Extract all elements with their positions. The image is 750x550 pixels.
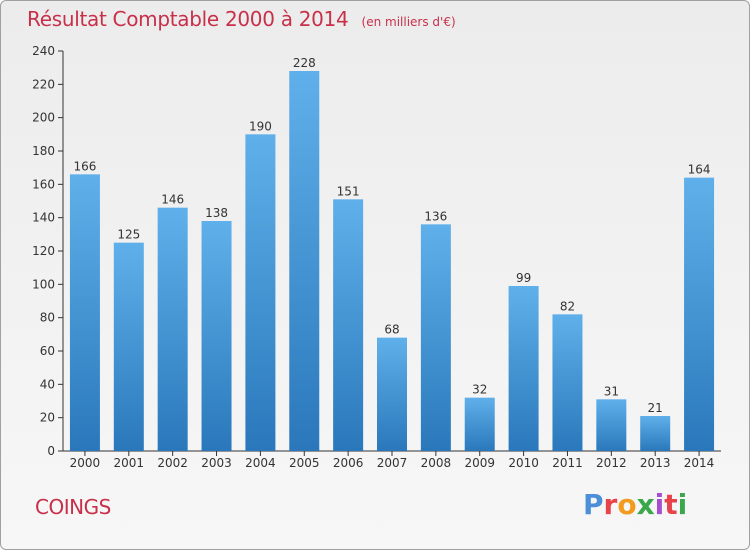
bar <box>69 174 100 452</box>
bar <box>333 199 364 451</box>
y-tick-label: 220 <box>32 77 55 91</box>
bar <box>464 397 495 451</box>
y-tick-label: 100 <box>32 277 55 291</box>
bars <box>69 71 715 452</box>
bar <box>552 314 583 451</box>
labels: 2000 166 2001 125 2002 146 2003 138 2004 190 2005 2… <box>70 56 715 470</box>
data-label: 190 <box>249 119 272 133</box>
y-tick-label: 0 <box>47 444 55 458</box>
y-tick-label: 20 <box>40 411 55 425</box>
commune-name: COINGS <box>35 495 111 519</box>
y-tick-label: 200 <box>32 111 55 125</box>
x-tick-label: 2002 <box>157 456 188 470</box>
logo-letter: r <box>603 488 618 521</box>
data-label: 32 <box>472 383 487 397</box>
data-label: 82 <box>560 299 575 313</box>
x-tick-label: 2014 <box>684 456 715 470</box>
y-tick-label: 120 <box>32 244 55 258</box>
bar <box>113 242 144 451</box>
bar <box>157 207 188 451</box>
data-label: 228 <box>293 56 316 70</box>
x-tick-label: 2005 <box>289 456 320 470</box>
y-tick-label: 240 <box>32 44 55 58</box>
bar <box>245 134 276 452</box>
bar <box>508 286 539 451</box>
axes: 0 20 40 60 80 100 120 140 160 180 200 220 240 <box>32 44 721 458</box>
logo-letter: t <box>664 488 678 521</box>
chart-unit: (en milliers d'€) <box>361 15 456 29</box>
y-tick-label: 80 <box>40 311 55 325</box>
y-tick-label: 180 <box>32 144 55 158</box>
data-label: 151 <box>337 184 360 198</box>
x-tick-label: 2011 <box>552 456 583 470</box>
x-tick-label: 2013 <box>640 456 671 470</box>
y-tick-label: 40 <box>40 377 55 391</box>
logo-letter: i <box>677 488 688 521</box>
data-label: 146 <box>161 193 184 207</box>
y-tick-label: 160 <box>32 177 55 191</box>
x-tick-label: 2010 <box>508 456 539 470</box>
y-tick-label: 140 <box>32 211 55 225</box>
x-tick-label: 2000 <box>70 456 101 470</box>
data-label: 125 <box>117 228 140 242</box>
logo-letter: o <box>617 488 637 521</box>
title-row: Résultat Comptable 2000 à 2014 (en milli… <box>27 7 456 31</box>
data-label: 68 <box>384 323 399 337</box>
y-tick-label: 60 <box>40 344 55 358</box>
bar <box>289 71 320 451</box>
bar <box>420 224 451 451</box>
bar <box>596 399 627 451</box>
x-tick-label: 2003 <box>201 456 232 470</box>
logo-letter: P <box>583 488 604 521</box>
x-tick-label: 2009 <box>464 456 495 470</box>
chart-title: Résultat Comptable 2000 à 2014 <box>27 7 349 31</box>
x-tick-label: 2006 <box>333 456 364 470</box>
x-tick-label: 2007 <box>377 456 408 470</box>
bar <box>684 177 715 451</box>
bar <box>201 221 232 451</box>
data-label: 99 <box>516 271 531 285</box>
x-tick-label: 2012 <box>596 456 627 470</box>
x-tick-label: 2004 <box>245 456 276 470</box>
data-label: 136 <box>424 209 447 223</box>
data-label: 138 <box>205 206 228 220</box>
logo-letter: x <box>636 488 655 521</box>
x-tick-label: 2008 <box>421 456 452 470</box>
data-label: 164 <box>688 163 711 177</box>
bar <box>640 416 671 451</box>
proxiti-logo: Proxiti <box>583 488 687 521</box>
bar <box>377 337 407 451</box>
data-label: 31 <box>604 384 619 398</box>
data-label: 21 <box>648 401 663 415</box>
data-label: 166 <box>73 159 96 173</box>
x-tick-label: 2001 <box>114 456 145 470</box>
logo-letter: i <box>654 488 665 521</box>
